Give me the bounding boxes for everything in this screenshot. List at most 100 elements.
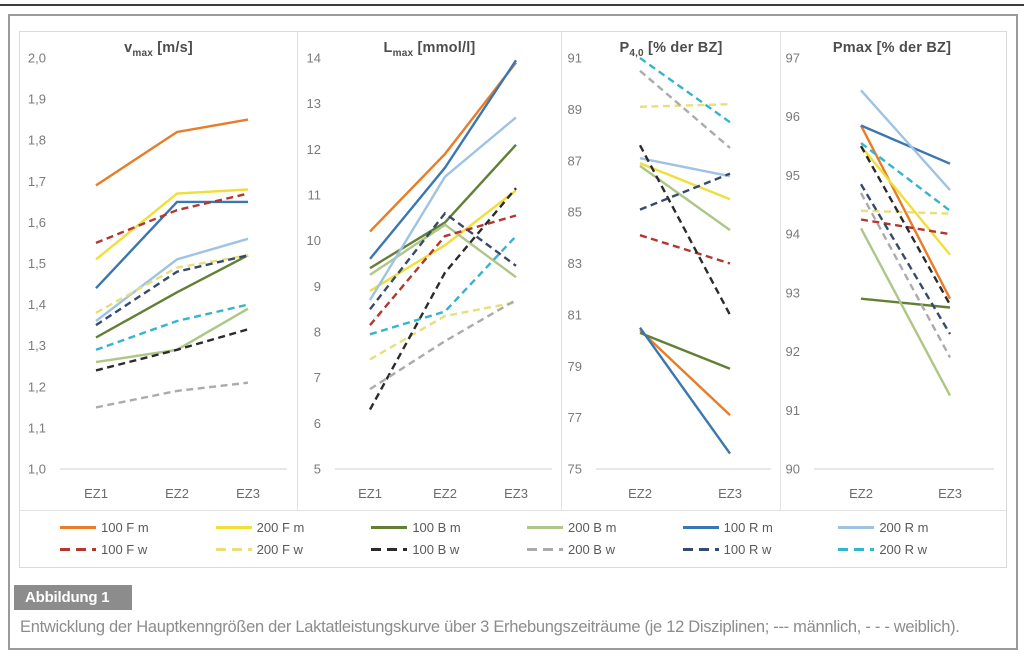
- y-tick-label: 13: [307, 96, 321, 111]
- series-line-200-B-m: [639, 164, 731, 232]
- y-tick-label: 81: [568, 307, 582, 322]
- series-line-100-F-w: [639, 234, 731, 265]
- legend-label: 200 F w: [256, 542, 303, 557]
- x-tick-label-ez2: EZ2: [165, 486, 189, 501]
- series-line-100-B-w: [638, 144, 732, 316]
- series-line-100-R-m: [95, 200, 248, 290]
- legend-item-200-F-w: 200 F w: [215, 542, 372, 557]
- series-line-200-B-w: [859, 192, 952, 358]
- series-line-200-R-w: [95, 303, 249, 351]
- legend-dashed-line-swatch: [371, 548, 408, 551]
- legend-label: 200 F m: [256, 520, 305, 535]
- panel-title-vmax: vmax [m/s]: [124, 40, 193, 59]
- x-tick-label-ez3: EZ3: [718, 486, 742, 501]
- series-line-200-F-m: [95, 188, 249, 261]
- legend-label: 100 B w: [412, 542, 460, 557]
- legend-label: 200 R w: [879, 542, 928, 557]
- x-tick-label-ez3: EZ3: [504, 486, 528, 501]
- series-line-200-R-w: [369, 235, 517, 336]
- legend-item-200-B-w: 200 B w: [527, 542, 683, 557]
- legend-solid-line-swatch: [838, 526, 875, 529]
- series-line-100-B-w: [368, 187, 517, 411]
- series-line-100-B-m: [95, 254, 249, 339]
- y-tick-label: 77: [568, 410, 582, 425]
- series-line-100-R-m: [860, 124, 951, 165]
- legend-dashed-line-swatch: [838, 548, 875, 551]
- legend-dashed-line-swatch: [60, 548, 96, 551]
- series-line-200-F-m: [369, 189, 517, 292]
- series-line-100-F-w: [95, 192, 249, 245]
- y-tick-label: 83: [568, 256, 582, 271]
- chart-panel-p40: P4,0 [% der BZ] 91 89 87 85 83 81 79 77 75 EZ2 EZ3: [561, 32, 780, 510]
- legend-solid-line-swatch: [60, 526, 96, 529]
- legend-label: 200 B w: [568, 542, 615, 557]
- plot-area-p40: 91 89 87 85 83 81 79 77 75 EZ2 EZ3: [568, 51, 771, 501]
- y-tick-label: 9: [314, 279, 321, 294]
- plot-area-pmax: 97 96 95 94 93 92 91 90 EZ2 EZ3: [786, 51, 994, 501]
- y-tick-label: 2,0: [28, 51, 46, 66]
- legend-item-200-B-m: 200 B m: [527, 520, 683, 535]
- chart-panel-pmax: Pmax [% der BZ] 97 96 95 94 93 92 91 90 EZ2 EZ3: [780, 32, 1003, 510]
- legend-label: 200 R m: [879, 520, 929, 535]
- x-tick-label-ez3: EZ3: [938, 486, 962, 501]
- legend-solid-line-swatch: [371, 526, 408, 529]
- series-line-100-F-m: [95, 118, 249, 187]
- y-tick-label: 89: [568, 102, 582, 117]
- y-tick-label: 95: [786, 168, 800, 183]
- series-line-200-R-w: [860, 142, 951, 212]
- series-line-200-B-m: [95, 307, 249, 364]
- legend-solid-line-swatch: [215, 526, 252, 529]
- y-tick-label: 1,3: [28, 338, 46, 353]
- series-line-200-R-m: [95, 237, 249, 322]
- legend-dashed-line-swatch: [215, 548, 252, 551]
- panel-title-pmax: Pmax [% der BZ]: [832, 40, 952, 56]
- y-tick-label: 75: [568, 462, 582, 477]
- y-tick-label: 12: [307, 142, 321, 157]
- chart-panels: vmax [m/s] 2,0 1,9 1,8 1,7 1,6 1,5 1,4 1,3 1,2 1,1…: [20, 32, 1006, 510]
- legend-solid-line-swatch: [527, 526, 563, 529]
- plot-area-vmax: 2,0 1,9 1,8 1,7 1,6 1,5 1,4 1,3 1,2 1,1 1,0 EZ1 EZ2 E…: [28, 51, 287, 501]
- y-tick-label: 1,1: [28, 420, 46, 435]
- y-tick-label: 14: [307, 51, 321, 66]
- x-tick-label-ez2: EZ2: [849, 486, 873, 501]
- legend-item-200-R-w: 200 R w: [838, 542, 994, 557]
- series-line-100-R-w: [859, 183, 952, 335]
- series-line-200-B-w: [95, 381, 249, 409]
- page-top-rule: [0, 4, 1024, 6]
- series-line-100-F-m: [859, 124, 952, 300]
- series-line-100-B-m: [860, 297, 951, 309]
- y-tick-label: 96: [786, 109, 800, 124]
- figure-caption-label: Abbildung 1: [14, 585, 132, 610]
- y-tick-label: 1,6: [28, 215, 46, 230]
- legend-item-100-F-w: 100 F w: [60, 542, 216, 557]
- figure-caption-text: Entwicklung der Hauptkenngrößen der Lakt…: [20, 618, 960, 636]
- series-line-200-R-m: [368, 116, 517, 301]
- panel-title-p40: P4,0 [% der BZ]: [619, 40, 723, 59]
- y-tick-label: 1,9: [28, 92, 46, 107]
- y-tick-label: 90: [786, 462, 800, 477]
- legend-item-100-R-w: 100 R w: [682, 542, 839, 557]
- y-tick-label: 87: [568, 153, 582, 168]
- y-tick-label: 1,4: [28, 297, 46, 312]
- chart-panel-lmax: Lmax [mmol/l] 14 13 12 11 10 9 8 7 6 5 EZ1 EZ2 EZ3: [297, 32, 561, 510]
- series-line-200-F-w: [369, 301, 517, 361]
- plot-area-lmax: 14 13 12 11 10 9 8 7 6 5 EZ1 EZ2 EZ3: [307, 51, 552, 501]
- series-line-100-R-m: [639, 327, 731, 455]
- legend-label: 200 B m: [568, 520, 617, 535]
- series-line-100-B-w: [95, 328, 249, 372]
- legend-label: 100 R m: [723, 520, 773, 535]
- y-tick-label: 10: [307, 233, 321, 248]
- series-line-200-B-w: [369, 298, 517, 391]
- series-line-100-F-m: [369, 61, 517, 233]
- series-line-100-R-m: [369, 59, 518, 260]
- y-tick-label: 1,8: [28, 133, 46, 148]
- y-tick-label: 11: [308, 188, 322, 203]
- x-tick-label-ez2: EZ2: [433, 486, 457, 501]
- y-tick-label: 1,2: [28, 379, 46, 394]
- y-tick-label: 92: [786, 344, 800, 359]
- series-line-200-F-w: [860, 209, 951, 215]
- x-tick-label-ez1: EZ1: [84, 486, 108, 501]
- x-tick-label-ez2: EZ2: [628, 486, 652, 501]
- series-line-200-F-m: [639, 162, 731, 201]
- y-tick-label: 93: [786, 285, 800, 300]
